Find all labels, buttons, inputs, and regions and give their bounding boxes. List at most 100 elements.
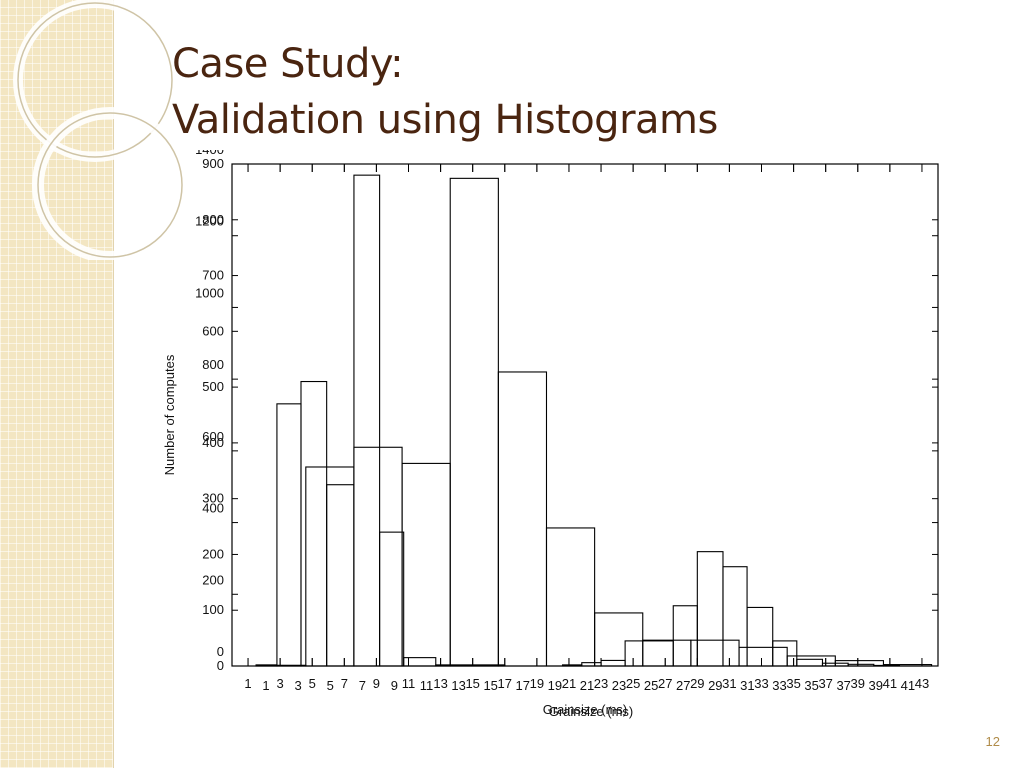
y-tick-label-s2-7: 1400 — [195, 150, 224, 157]
x-tick-label-s2-15: 31 — [740, 678, 754, 693]
x-tick-label-s1-10: 21 — [562, 676, 576, 691]
decorative-side-band — [0, 0, 114, 768]
histogram-bar-s1-3 — [300, 380, 328, 667]
slide-title: Case Study: Validation using Histograms — [172, 36, 718, 148]
x-tick-label-s2-4: 9 — [391, 678, 398, 693]
y-tick-label-s1-0: 0 — [217, 658, 224, 673]
slide-title-line-1: Case Study: — [172, 41, 404, 87]
x-tick-label-s2-13: 27 — [676, 678, 690, 693]
x-tick-label-s1-12: 25 — [626, 676, 640, 691]
histogram-bar-s2-3 — [353, 446, 403, 667]
y-axis-label-s1: Number of computes — [162, 354, 177, 475]
histogram-bar-s2-9 — [642, 639, 692, 667]
x-tick-label-s1-18: 37 — [818, 676, 832, 691]
x-tick-label-s1-7: 15 — [465, 676, 479, 691]
x-axis-label-s1: Grainsize (ms) — [543, 702, 628, 717]
x-tick-label-s2-17: 35 — [804, 678, 818, 693]
slide-number: 12 — [985, 734, 1000, 749]
decorative-ring-small-outline — [37, 112, 183, 258]
decorative-ring-large — [13, 0, 177, 162]
histogram-bar-s1-14 — [696, 551, 724, 667]
histogram-bar-s1-11 — [600, 659, 626, 667]
x-tick-label-s1-8: 17 — [498, 676, 512, 691]
slide-title-line-2: Validation using Histograms — [172, 97, 718, 143]
x-tick-label-s2-20: 41 — [901, 678, 915, 693]
y-tick-label-s2-4: 800 — [202, 357, 224, 372]
x-tick-label-s2-5: 11 — [420, 678, 434, 693]
y-tick-label-s1-1: 100 — [202, 602, 224, 617]
x-tick-label-s1-21: 43 — [915, 676, 929, 691]
histogram-bar-s2-13 — [834, 660, 884, 667]
x-tick-label-s2-9: 19 — [548, 678, 562, 693]
x-tick-label-s2-1: 3 — [295, 678, 302, 693]
y-tick-label-s1-4: 400 — [202, 435, 224, 450]
x-tick-label-s2-12: 25 — [644, 678, 658, 693]
histogram-bar-s2-8 — [594, 612, 644, 667]
x-tick-label-s1-4: 9 — [373, 676, 380, 691]
y-tick-label-s2-3: 600 — [202, 429, 224, 444]
x-tick-label-s2-2: 5 — [327, 678, 334, 693]
x-tick-label-s1-9: 19 — [530, 676, 544, 691]
y-tick-label-s2-1: 200 — [202, 572, 224, 587]
x-tick-label-s2-7: 15 — [483, 678, 497, 693]
x-tick-label-s1-13: 27 — [658, 676, 672, 691]
x-tick-label-s1-20: 41 — [883, 676, 897, 691]
y-tick-label-s1-2: 200 — [202, 546, 224, 561]
histogram-bar-s1-18 — [796, 658, 824, 667]
x-tick-label-s1-6: 13 — [433, 676, 447, 691]
x-tick-label-s2-18: 37 — [836, 678, 850, 693]
chart-tick-marks — [232, 163, 938, 667]
y-tick-label-s1-6: 600 — [202, 323, 224, 338]
histogram-bar-s1-12 — [624, 640, 674, 667]
x-tick-label-s2-8: 17 — [516, 678, 530, 693]
y-tick-label-s1-5: 500 — [202, 379, 224, 394]
x-tick-label-s2-11: 23 — [612, 678, 626, 693]
histogram-bar-s2-5 — [449, 177, 499, 667]
x-tick-label-s2-14: 29 — [708, 678, 722, 693]
x-tick-label-s2-10: 21 — [580, 678, 594, 693]
y-tick-label-s2-0: 0 — [217, 644, 224, 659]
x-tick-label-s1-16: 33 — [754, 676, 768, 691]
decorative-rings — [13, 0, 188, 260]
histogram-bar-s2-12 — [786, 655, 836, 667]
y-tick-label-s2-6: 1200 — [195, 214, 224, 229]
x-tick-label-s1-1: 3 — [277, 676, 284, 691]
x-tick-label-s1-2: 5 — [309, 676, 316, 691]
histogram-bar-s2-6 — [497, 371, 548, 667]
histogram-bar-s1-13 — [672, 605, 698, 667]
histogram-bar-s2-4 — [401, 462, 451, 667]
x-tick-label-s2-6: 13 — [451, 678, 465, 693]
histogram-bar-s1-4 — [326, 484, 355, 667]
x-tick-label-s1-17: 35 — [786, 676, 800, 691]
x-tick-label-s2-16: 33 — [772, 678, 786, 693]
x-tick-label-s1-11: 23 — [594, 676, 608, 691]
y-tick-label-s2-2: 400 — [202, 501, 224, 516]
y-tick-label-s2-5: 1000 — [195, 285, 224, 300]
x-tick-label-s1-15: 31 — [722, 676, 736, 691]
histogram-bar-s1-2 — [276, 403, 302, 667]
x-tick-label-s1-14: 29 — [690, 676, 704, 691]
chart-axes — [231, 163, 939, 667]
y-tick-label-s1-8: 800 — [202, 212, 224, 227]
x-tick-label-s2-3: 7 — [359, 678, 366, 693]
histogram-bar-s2-11 — [738, 646, 788, 667]
plot-frame — [231, 163, 939, 667]
histogram-bar-s2-2 — [305, 466, 355, 667]
histogram-bar-s1-16 — [746, 606, 774, 667]
histogram-bar-s2-14 — [882, 664, 933, 667]
x-tick-label-s2-0: 1 — [262, 678, 269, 693]
histogram-bar-s1-5 — [353, 174, 381, 667]
histogram-bar-s1-15 — [722, 566, 748, 667]
x-tick-label-s1-3: 7 — [341, 676, 348, 691]
histogram-series-1 — [255, 174, 901, 667]
histogram-series-2 — [255, 177, 933, 667]
x-tick-label-s2-19: 39 — [869, 678, 883, 693]
histogram-bar-s2-1 — [255, 664, 307, 667]
histogram-bar-s2-7 — [545, 527, 596, 667]
y-tick-label-s1-9: 900 — [202, 156, 224, 171]
x-tick-label-s1-19: 39 — [851, 676, 865, 691]
histogram-bar-s2-10 — [690, 639, 740, 667]
y-tick-label-s1-7: 700 — [202, 268, 224, 283]
